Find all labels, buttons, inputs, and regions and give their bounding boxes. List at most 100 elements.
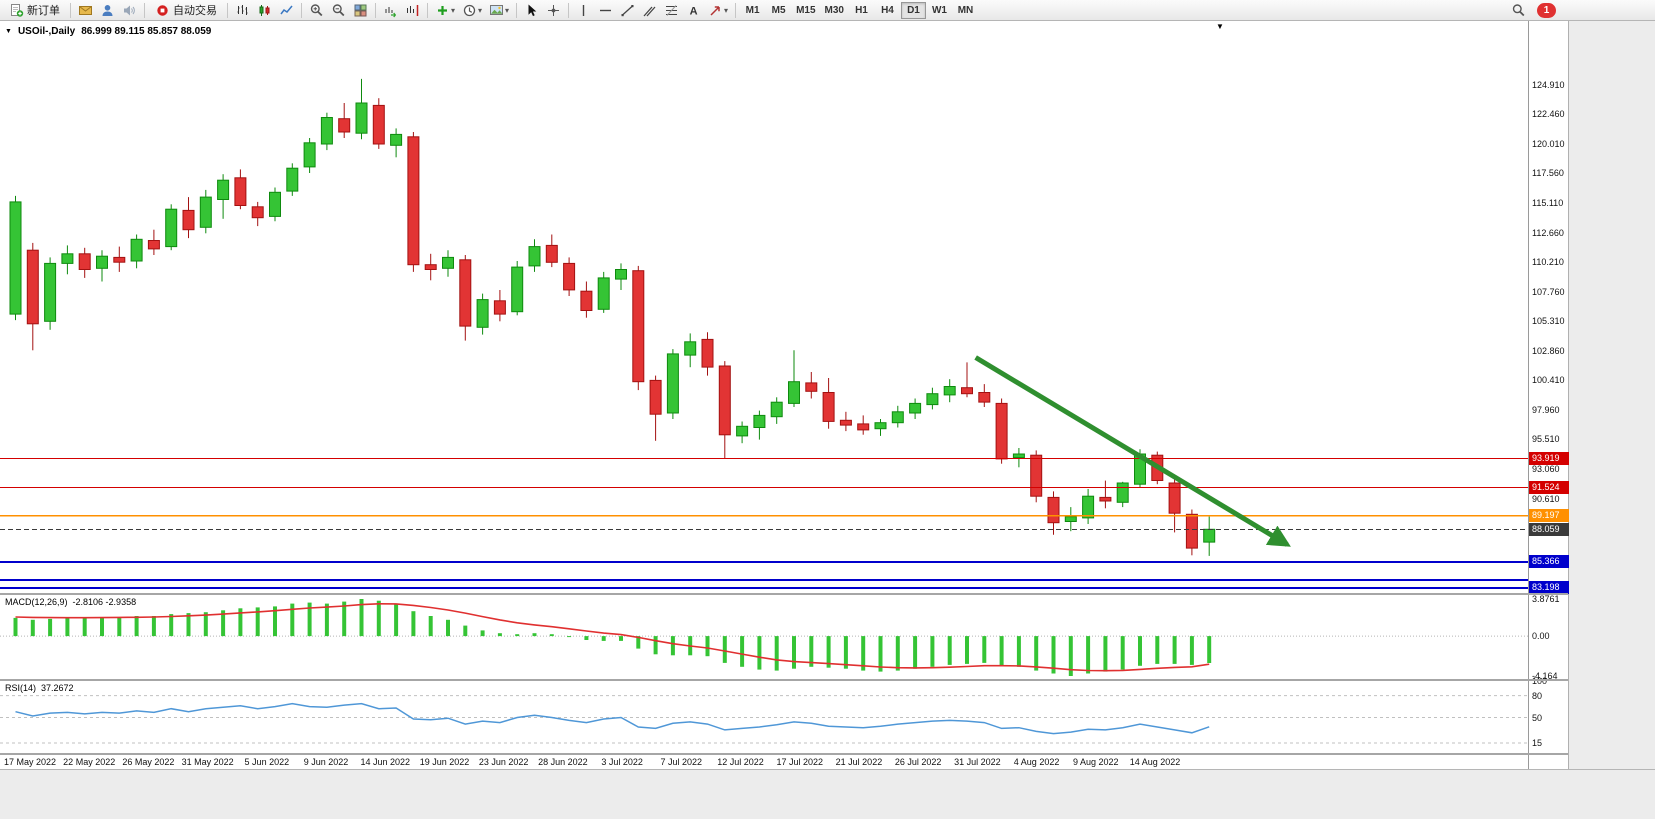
symbol-period-label: USOil-,Daily xyxy=(17,26,76,37)
chart-shift-button[interactable] xyxy=(402,1,423,20)
date-label: 7 Jul 2022 xyxy=(660,757,703,767)
timeframe-button-D1[interactable]: D1 xyxy=(900,1,926,19)
auto-scroll-button[interactable] xyxy=(380,1,401,20)
periods-button[interactable] xyxy=(459,1,485,20)
date-label: 3 Jul 2022 xyxy=(601,757,643,767)
toolbar-separator xyxy=(301,2,302,18)
panel-separator[interactable] xyxy=(0,679,1568,681)
bar-chart-button[interactable] xyxy=(232,1,253,20)
contacts-button[interactable] xyxy=(97,1,118,20)
price-axis-label: 122.460 xyxy=(1532,109,1565,120)
panel-separator[interactable] xyxy=(0,593,1568,595)
date-label: 19 Jun 2022 xyxy=(419,757,470,767)
crosshair-button[interactable] xyxy=(543,1,564,20)
price-axis-label: 107.760 xyxy=(1532,286,1565,297)
timeframe-button-M1[interactable]: M1 xyxy=(740,2,765,19)
toolbar-right-group: 1 xyxy=(1508,1,1556,20)
macd-name: MACD(12,26,9) xyxy=(5,597,68,607)
envelope-button[interactable] xyxy=(75,1,96,20)
zoom-out-button[interactable] xyxy=(328,1,349,20)
price-axis-label: 100.410 xyxy=(1532,375,1565,386)
equidistant-channel-button[interactable] xyxy=(639,1,660,20)
zoom-in-button[interactable] xyxy=(306,1,327,20)
date-label: 5 Jun 2022 xyxy=(244,757,290,767)
toolbar-separator xyxy=(516,2,518,18)
fibonacci-icon xyxy=(666,4,678,16)
rsi-panel[interactable] xyxy=(0,681,1528,754)
vertical-line-icon xyxy=(582,4,585,16)
panel-separator[interactable] xyxy=(0,753,1568,755)
text-tool-button[interactable]: A xyxy=(683,1,704,20)
arrows-tool-button[interactable] xyxy=(705,1,731,20)
vertical-line-button[interactable] xyxy=(573,1,594,20)
price-axis-label: 117.560 xyxy=(1532,168,1564,179)
tile-windows-button[interactable] xyxy=(350,1,371,20)
toolbar-separator xyxy=(227,2,228,18)
new-order-label: 新订单 xyxy=(27,5,60,17)
template-icon xyxy=(490,4,504,15)
date-label: 21 Jul 2022 xyxy=(835,757,883,767)
horizontal-line-button[interactable] xyxy=(595,1,616,20)
line-chart-button[interactable] xyxy=(276,1,297,20)
new-order-button[interactable]: 新订单 xyxy=(3,1,66,20)
date-label: 9 Jun 2022 xyxy=(303,757,349,767)
toolbar-separator xyxy=(70,2,71,18)
bottom-strip xyxy=(0,769,1655,819)
cursor-icon xyxy=(528,4,537,16)
timeframe-button-H4[interactable]: H4 xyxy=(875,2,900,19)
toolbar-separator xyxy=(375,2,376,18)
rsi-axis-label: 50 xyxy=(1532,712,1543,723)
fibonacci-button[interactable] xyxy=(661,1,682,20)
rsi-label: RSI(14) 37.2672 xyxy=(5,683,79,693)
chart-shift-icon xyxy=(407,4,419,16)
auto-trading-button[interactable]: 自动交易 xyxy=(149,1,223,20)
zoom-in-icon xyxy=(310,3,323,16)
price-axis-label: 105.310 xyxy=(1532,316,1565,327)
timeframe-button-W1[interactable]: W1 xyxy=(927,2,952,19)
chart-title: ▼ USOil-,Daily 86.999 89.115 85.857 88.0… xyxy=(5,26,211,37)
arrow-tool-icon xyxy=(710,5,720,16)
cursor-button[interactable] xyxy=(521,1,542,20)
sound-button[interactable] xyxy=(119,1,140,20)
date-label: 22 May 2022 xyxy=(63,757,116,767)
clock-icon xyxy=(463,4,476,16)
timeframe-button-M15[interactable]: M15 xyxy=(792,2,819,19)
macd-label: MACD(12,26,9) -2.8106 -2.9358 xyxy=(5,597,141,607)
price-axis-label: 112.660 xyxy=(1532,227,1564,238)
date-label: 31 Jul 2022 xyxy=(954,757,1001,767)
price-axis[interactable]: 124.910 122.460 120.010 117.560 115.110 112.6… xyxy=(1528,21,1569,769)
date-label: 28 Jun 2022 xyxy=(538,757,588,767)
trendline-button[interactable] xyxy=(617,1,638,20)
speaker-icon xyxy=(124,5,135,15)
date-label: 9 Aug 2022 xyxy=(1072,757,1119,767)
scroll-position-marker[interactable]: ▼ xyxy=(1216,22,1224,31)
price-axis-label: 124.910 xyxy=(1532,79,1565,90)
new-order-icon xyxy=(11,3,24,17)
horizontal-line-icon xyxy=(600,9,612,11)
candlestick-icon xyxy=(259,4,270,16)
timeframe-button-M30[interactable]: M30 xyxy=(821,2,848,19)
price-axis-label: 110.210 xyxy=(1532,257,1564,268)
price-axis-label: 95.510 xyxy=(1532,434,1560,445)
date-label: 12 Jul 2022 xyxy=(717,757,764,767)
tile-windows-icon xyxy=(354,4,367,16)
templates-button[interactable] xyxy=(486,1,512,20)
macd-panel[interactable] xyxy=(0,595,1528,679)
date-axis[interactable]: 17 May 2022 22 May 2022 26 May 2022 31 May … xyxy=(0,755,1528,769)
add-indicator-button[interactable] xyxy=(432,1,458,20)
candlestick-button[interactable] xyxy=(254,1,275,20)
line-chart-icon xyxy=(280,5,293,14)
collapse-icon[interactable]: ▼ xyxy=(5,27,12,35)
macd-axis-label: 0.00 xyxy=(1532,631,1550,642)
search-button[interactable] xyxy=(1508,1,1529,20)
main-chart[interactable] xyxy=(0,21,1528,593)
timeframe-button-H1[interactable]: H1 xyxy=(849,2,874,19)
timeframe-button-MN[interactable]: MN xyxy=(953,2,978,19)
timeframe-group: M1 M5 M15 M30 H1 H4 D1 W1 MN xyxy=(740,1,978,19)
date-label: 26 May 2022 xyxy=(122,757,175,767)
timeframe-button-M5[interactable]: M5 xyxy=(766,2,791,19)
auto-trading-icon xyxy=(157,4,168,16)
price-tag: 91.524 xyxy=(1529,481,1569,494)
notification-badge[interactable]: 1 xyxy=(1537,2,1556,18)
date-label: 17 May 2022 xyxy=(3,757,57,767)
